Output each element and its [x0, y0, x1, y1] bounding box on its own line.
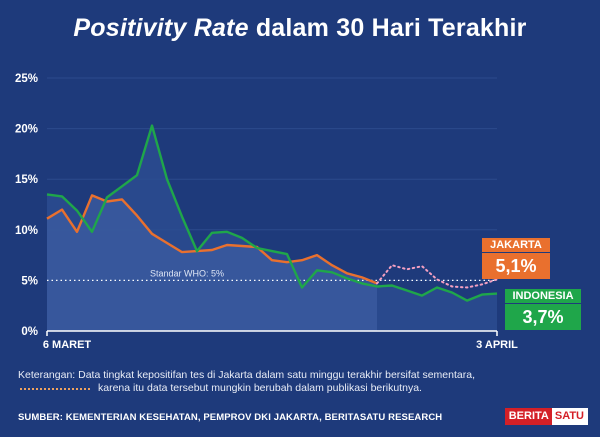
- jakarta-callout-value: 5,1%: [482, 253, 550, 279]
- jakarta-provisional-line: [376, 264, 498, 289]
- axes: 0% 5% 10% 15% 20% 25% 6 MARET 3 APRIL: [15, 73, 518, 351]
- area-fills: [47, 125, 497, 331]
- y-tick-label: 15%: [15, 174, 38, 186]
- x-tick-label-first: 6 MARET: [43, 339, 92, 351]
- footnote: Keterangan: Data tingkat kepositifan tes…: [18, 369, 588, 395]
- who-reference-label: Standar WHO: 5%: [150, 268, 224, 278]
- series-lines: [46, 124, 498, 302]
- indonesia-callout-label: INDONESIA: [505, 289, 581, 303]
- chart-title: Positivity Rate dalam 30 Hari Terakhir: [0, 14, 600, 43]
- footnote-line2-wrap: karena itu data tersebut mungkin berubah…: [18, 382, 588, 395]
- source-text: SUMBER: KEMENTERIAN KESEHATAN, PEMPROV D…: [18, 412, 443, 423]
- footnote-line1: Keterangan: Data tingkat kepositifan tes…: [18, 369, 475, 381]
- title-highlight: Positivity Rate: [73, 14, 249, 42]
- jakarta-area: [47, 195, 377, 331]
- y-tick-label: 5%: [21, 275, 38, 287]
- title-rest: dalam 30 Hari Terakhir: [248, 14, 527, 42]
- indonesia-line: [46, 124, 498, 302]
- brand-logo-part2: SATU: [551, 408, 588, 425]
- jakarta-line: [46, 194, 378, 285]
- jakarta-callout-label: JAKARTA: [482, 238, 550, 252]
- provisional-legend-dots: [20, 388, 90, 390]
- y-tick-label: 10%: [15, 225, 38, 237]
- jakarta-callout: JAKARTA 5,1%: [482, 238, 550, 279]
- brand-logo: BERITA SATU: [504, 408, 588, 425]
- reference-line-group: Standar WHO: 5%: [47, 268, 497, 281]
- indonesia-callout-value: 3,7%: [505, 304, 581, 330]
- x-tick-label-last: 3 APRIL: [476, 339, 518, 351]
- footnote-line2: karena itu data tersebut mungkin berubah…: [98, 382, 422, 394]
- y-tick-label: 20%: [15, 124, 38, 136]
- indonesia-callout: INDONESIA 3,7%: [505, 289, 581, 330]
- y-tick-label: 0%: [21, 326, 38, 338]
- y-tick-label: 25%: [15, 73, 38, 85]
- brand-logo-part1: BERITA: [504, 408, 552, 425]
